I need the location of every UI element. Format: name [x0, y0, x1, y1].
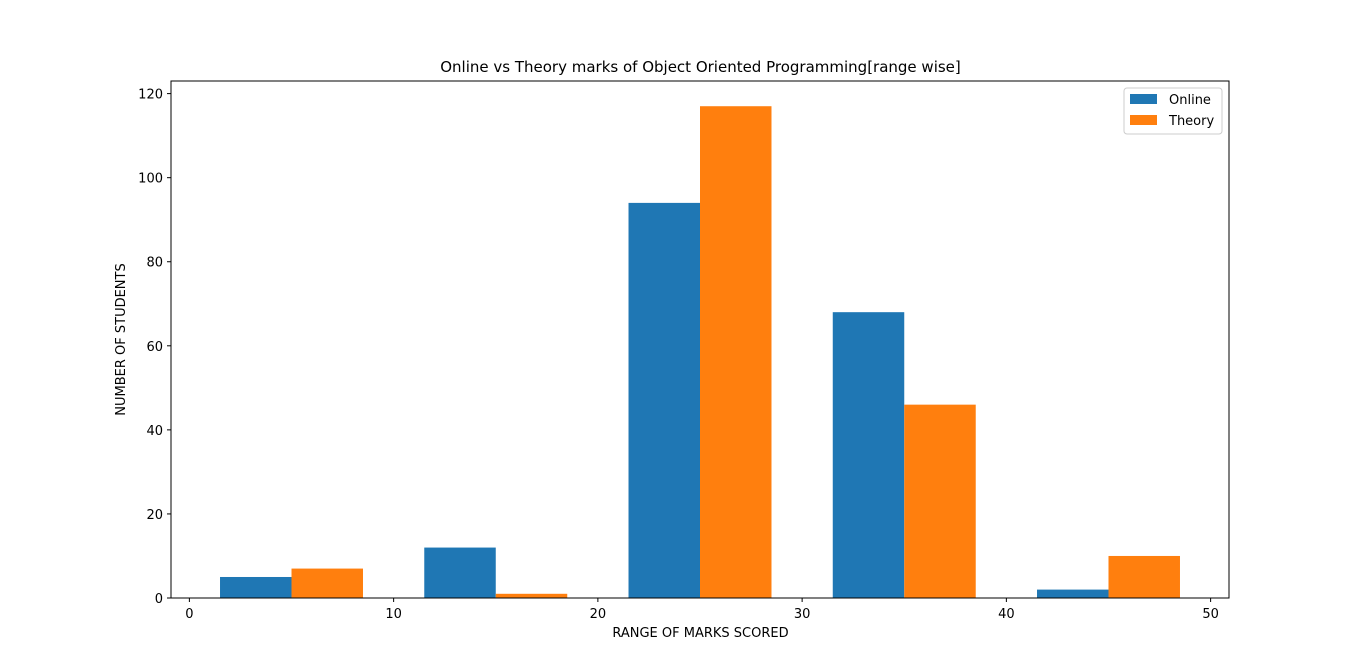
y-tick-label: 40: [146, 424, 163, 439]
y-tick-label: 60: [146, 340, 163, 355]
x-axis-ticks: 0 10 20 30 40 50: [185, 598, 1219, 622]
y-axis-ticks: 0 20 40 60 80 100 120: [138, 88, 171, 607]
bar-online-1: [424, 547, 496, 598]
y-tick-label: 20: [146, 508, 163, 523]
bar-online-3: [832, 312, 905, 598]
legend-swatch-online: [1130, 94, 1157, 104]
legend-label-theory: Theory: [1168, 114, 1214, 129]
y-tick-label: 80: [146, 256, 163, 271]
bar-online-4: [1037, 589, 1109, 598]
x-tick-label: 10: [385, 607, 402, 622]
x-tick-label: 20: [590, 607, 607, 622]
x-tick-label: 40: [998, 607, 1015, 622]
bar-theory-1: [495, 593, 568, 598]
y-tick-label: 100: [138, 172, 163, 187]
bar-theory-2: [700, 106, 772, 598]
x-axis-label: RANGE OF MARKS SCORED: [612, 626, 788, 641]
x-tick-label: 0: [185, 607, 193, 622]
bar-theory-3: [904, 404, 976, 598]
legend: Online Theory: [1123, 87, 1223, 135]
legend-label-online: Online: [1169, 93, 1211, 108]
x-tick-label: 50: [1202, 607, 1219, 622]
y-tick-label: 0: [155, 592, 163, 607]
x-tick-label: 30: [794, 607, 811, 622]
y-tick-label: 120: [138, 88, 163, 103]
bar-online-2: [628, 202, 700, 599]
bars-layer: [220, 106, 1180, 599]
plot-frame: [170, 80, 1230, 599]
legend-swatch-theory: [1130, 115, 1157, 125]
y-axis-label: NUMBER OF STUDENTS: [114, 263, 129, 415]
bar-online-0: [220, 576, 292, 598]
chart-title: Online vs Theory marks of Object Oriente…: [440, 58, 961, 76]
bar-theory-0: [291, 568, 363, 598]
bar-theory-4: [1108, 555, 1180, 598]
